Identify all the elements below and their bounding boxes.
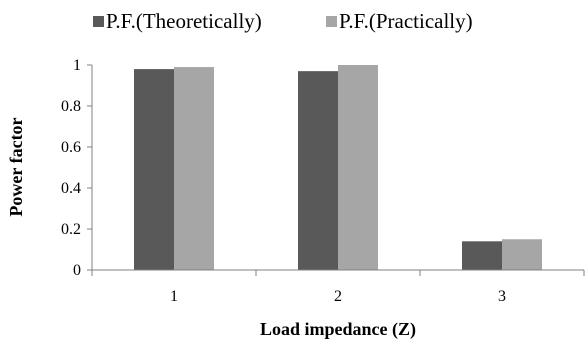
y-tick-label: 1 <box>73 57 81 74</box>
bars <box>134 65 542 271</box>
y-tick-label: 0 <box>73 262 81 279</box>
x-tick-label: 3 <box>498 288 506 305</box>
bar-practical <box>502 239 542 270</box>
legend: P.F.(Theoretically) P.F.(Practically) <box>93 9 473 33</box>
bar-practical <box>338 65 378 270</box>
y-tick-label: 0.6 <box>61 139 81 156</box>
bar-theoretical <box>298 71 338 271</box>
x-tick-label: 1 <box>170 288 178 305</box>
legend-label: P.F.(Practically) <box>339 9 473 33</box>
axes <box>91 65 584 271</box>
x-tick-label: 2 <box>334 288 342 305</box>
y-axis-title: Power factor <box>6 117 26 216</box>
x-axis-title: Load impedance (Z) <box>260 319 416 340</box>
bar-theoretical <box>462 241 502 270</box>
y-tick-label: 0.2 <box>61 221 81 238</box>
x-ticks: 1 2 3 <box>91 270 585 305</box>
y-tick-label: 0.4 <box>61 180 81 197</box>
legend-swatch <box>93 16 104 27</box>
bar-practical <box>174 67 214 270</box>
y-ticks: 0 0.2 0.4 0.6 0.8 1 <box>61 57 92 279</box>
legend-swatch <box>326 16 337 27</box>
y-tick-label: 0.8 <box>61 98 81 115</box>
bar-theoretical <box>134 69 174 270</box>
legend-label: P.F.(Theoretically) <box>106 9 262 33</box>
